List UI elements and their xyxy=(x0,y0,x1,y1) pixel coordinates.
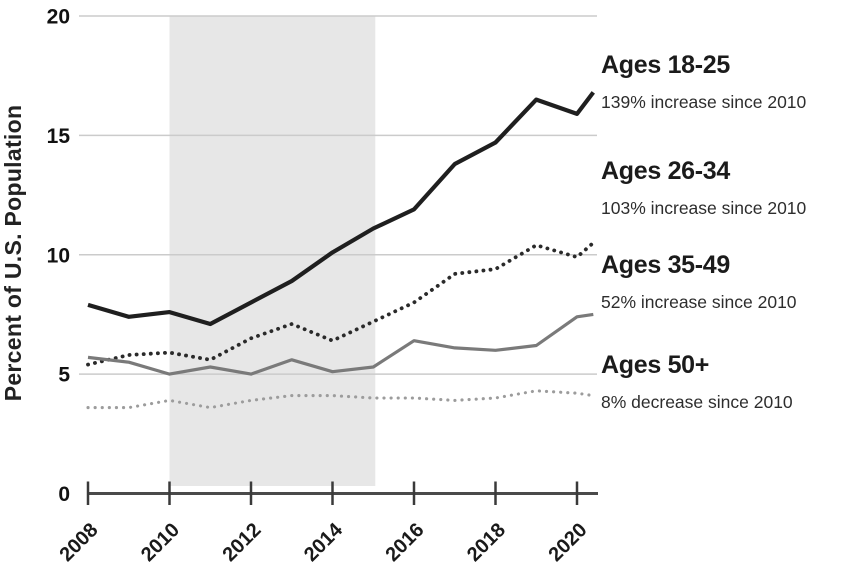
legend-annotation: 52% increase since 2010 xyxy=(601,292,797,312)
series-line-ages-35-49 xyxy=(87,312,594,376)
legend-title: Ages 26-34 xyxy=(601,157,731,185)
legend-annotation: 139% increase since 2010 xyxy=(601,92,807,112)
legend-annotation: 103% increase since 2010 xyxy=(601,198,807,218)
series-line-ages-18-25 xyxy=(87,91,595,327)
x-tick-label-2014: 2014 xyxy=(300,518,348,566)
x-tick-label-2020: 2020 xyxy=(545,519,592,566)
legend-annotation: 8% decrease since 2010 xyxy=(601,392,793,412)
legend-entry-ages-50-plus: Ages 50+ 8% decrease since 2010 xyxy=(601,353,851,412)
legend-entry-ages-18-25: Ages 18-25 139% increase since 2010 xyxy=(601,53,851,112)
y-tick-label-10: 10 xyxy=(47,244,70,267)
y-axis-label: Percent of U.S. Population xyxy=(0,105,26,402)
legend-entry-ages-35-49: Ages 35-49 52% increase since 2010 xyxy=(601,253,851,312)
y-tick-label-0: 0 xyxy=(58,483,70,506)
series-line-ages-26-34 xyxy=(86,240,596,367)
x-tick-label-2010: 2010 xyxy=(137,519,184,566)
highlight-band-2010-2015 xyxy=(169,16,376,486)
chart-legend: Ages 18-25 139% increase since 2010 Ages… xyxy=(601,0,851,576)
legend-title: Ages 50+ xyxy=(601,351,710,379)
legend-entry-ages-26-34: Ages 26-34 103% increase since 2010 xyxy=(601,159,851,218)
legend-title: Ages 35-49 xyxy=(601,251,731,279)
x-tick-label-2016: 2016 xyxy=(382,519,429,566)
y-tick-label-5: 5 xyxy=(58,364,70,387)
x-tick-label-2008: 2008 xyxy=(56,519,103,566)
legend-title: Ages 18-25 xyxy=(601,51,731,79)
x-tick-label-2012: 2012 xyxy=(219,519,266,566)
y-tick-label-15: 15 xyxy=(47,125,71,148)
x-tick-label-2018: 2018 xyxy=(463,519,510,566)
y-tick-label-20: 20 xyxy=(47,6,70,29)
